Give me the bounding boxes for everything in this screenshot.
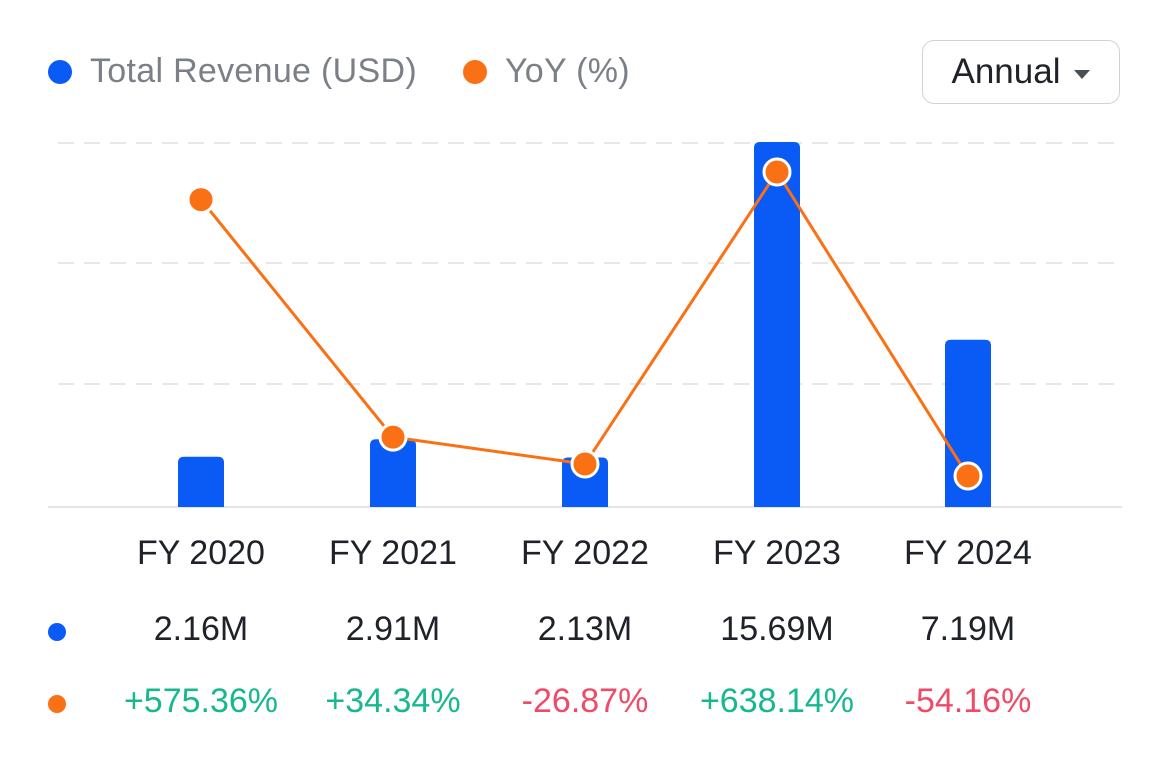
yoy-value-label: -26.87%	[521, 682, 649, 720]
legend-item-revenue[interactable]: Total Revenue (USD)	[48, 52, 417, 91]
yoy-point	[953, 461, 983, 491]
yoy-legend-dot	[462, 59, 487, 84]
revenue-legend-label: Total Revenue (USD)	[90, 52, 417, 90]
x-tick-label: FY 2024	[904, 534, 1032, 572]
legend-item-yoy[interactable]: YoY (%)	[462, 52, 630, 91]
yoy-row-dot	[48, 695, 66, 713]
revenue-value-label: 2.16M	[153, 610, 249, 648]
yoy-value-label: -54.16%	[904, 682, 1032, 720]
yoy-value-label: +638.14%	[699, 682, 855, 720]
yoy-values-row: +575.36% +34.34% -26.87% +638.14% -54.16%	[0, 682, 1170, 732]
yoy-legend-label: YoY (%)	[504, 52, 630, 90]
revenue-bar	[754, 142, 800, 507]
period-dropdown[interactable]: Annual	[922, 40, 1120, 104]
chart-legend: Total Revenue (USD) YoY (%)	[48, 52, 676, 91]
revenue-value-label: 2.91M	[345, 610, 441, 648]
yoy-line	[199, 169, 970, 477]
period-dropdown-label: Annual	[951, 52, 1061, 91]
category-labels-row: FY 2020 FY 2021 FY 2022 FY 2023 FY 2024	[0, 534, 1170, 584]
yoy-point	[762, 157, 792, 187]
x-tick-label: FY 2021	[329, 534, 457, 572]
revenue-legend-dot	[48, 59, 72, 84]
yoy-point	[570, 449, 600, 479]
revenue-values-row: 2.16M 2.91M 2.13M 15.69M 7.19M	[0, 610, 1170, 660]
x-tick-label: FY 2022	[521, 534, 649, 572]
yoy-point	[186, 185, 216, 215]
yoy-value-label: +34.34%	[325, 682, 461, 720]
revenue-row-dot	[48, 623, 66, 641]
yoy-value-label: +575.36%	[123, 682, 279, 720]
revenue-value-label: 2.13M	[537, 610, 633, 648]
revenue-bar	[178, 456, 224, 507]
revenue-value-label: 15.69M	[720, 610, 834, 648]
x-tick-label: FY 2023	[713, 534, 841, 572]
chevron-down-icon	[1074, 69, 1091, 79]
revenue-bar	[945, 339, 991, 507]
x-tick-label: FY 2020	[137, 534, 265, 572]
yoy-point	[378, 422, 408, 452]
revenue-value-label: 7.19M	[920, 610, 1016, 648]
revenue-yoy-chart	[48, 142, 1122, 508]
revenue-bar	[370, 439, 416, 507]
